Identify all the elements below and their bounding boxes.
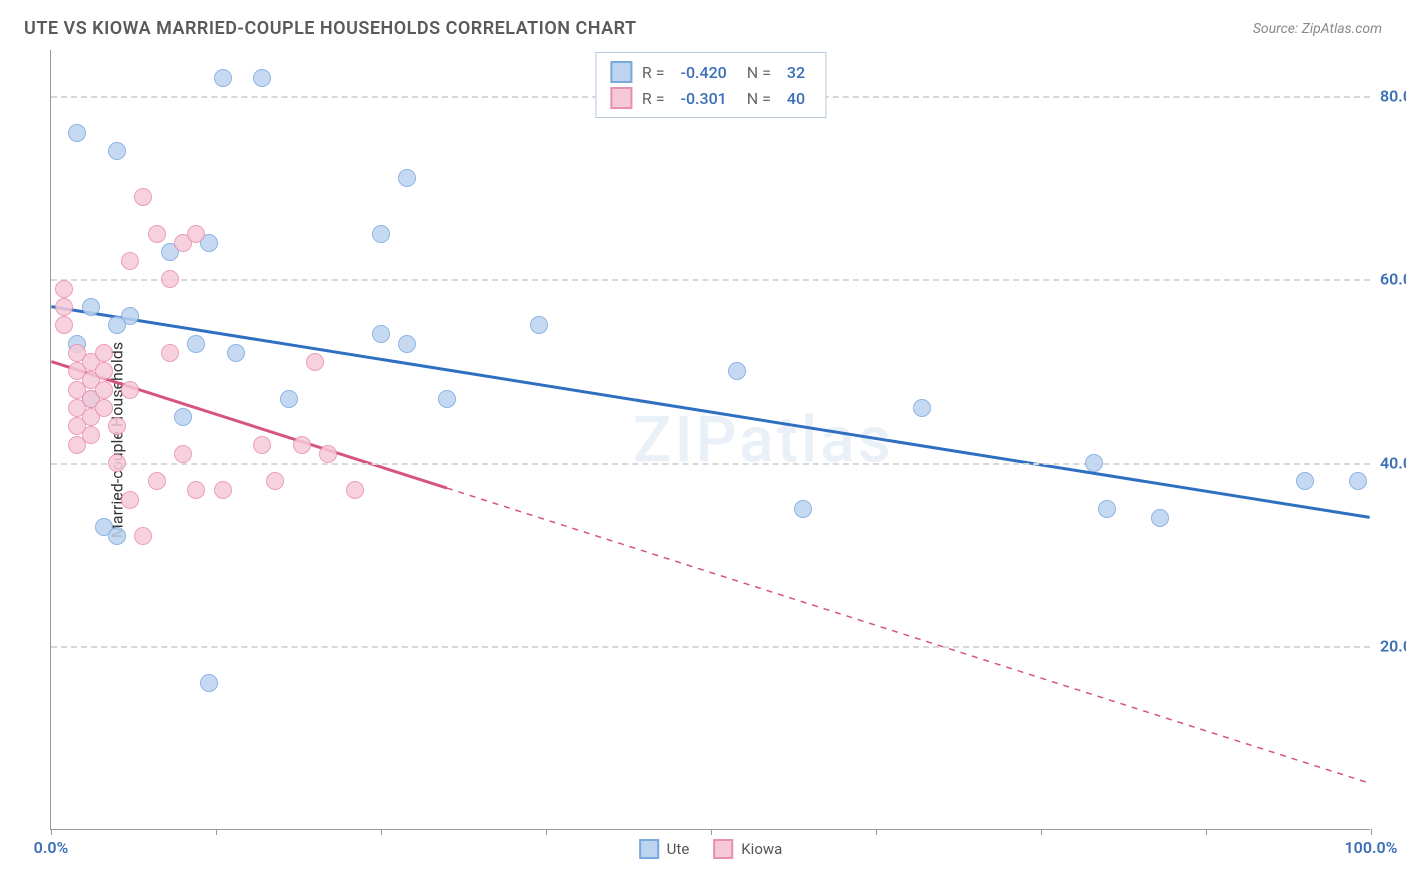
data-point [1098,500,1116,518]
header: UTE VS KIOWA MARRIED-COUPLE HOUSEHOLDS C… [0,0,1406,47]
data-point [187,225,205,243]
y-tick-label: 60.0% [1380,270,1406,289]
data-point [174,408,192,426]
data-point [134,188,152,206]
data-point [319,445,337,463]
x-tick-label: 100.0% [1345,838,1398,857]
data-point [108,142,126,160]
x-tick-mark [216,829,217,835]
data-point [174,445,192,463]
trend-lines [51,50,1370,829]
legend-n-value: 32 [781,63,811,82]
data-point [293,436,311,454]
x-tick-mark [1041,829,1042,835]
data-point [346,481,364,499]
data-point [187,335,205,353]
legend-swatch [713,839,733,859]
data-point [55,298,73,316]
data-point [372,225,390,243]
legend-item: Ute [639,839,690,859]
legend-n-label: N = [743,89,771,108]
legend-swatch [610,61,632,83]
data-point [372,325,390,343]
data-point [1349,472,1367,490]
data-point [253,436,271,454]
x-tick-mark [546,829,547,835]
legend-r-value: -0.420 [675,63,733,82]
x-tick-mark [1206,829,1207,835]
data-point [108,454,126,472]
data-point [214,69,232,87]
data-point [398,169,416,187]
data-point [95,344,113,362]
data-point [55,280,73,298]
data-point [266,472,284,490]
data-point [121,381,139,399]
legend-row: R = -0.301 N = 40 [610,85,811,111]
series-legend: Ute Kiowa [639,839,783,859]
x-tick-mark [381,829,382,835]
data-point [530,316,548,334]
scatter-chart: Married-couple Households ZIPatlas 20.0%… [50,50,1370,830]
grid-line [51,646,1370,648]
correlation-legend: R = -0.420 N = 32 R = -0.301 N = 40 [595,52,826,118]
legend-r-label: R = [642,63,665,82]
source-label: Source: ZipAtlas.com [1253,21,1382,37]
data-point [1151,509,1169,527]
legend-row: R = -0.420 N = 32 [610,59,811,85]
data-point [306,353,324,371]
data-point [134,527,152,545]
y-tick-label: 20.0% [1380,637,1406,656]
legend-swatch [610,87,632,109]
data-point [108,417,126,435]
data-point [95,381,113,399]
legend-r-value: -0.301 [675,89,733,108]
data-point [794,500,812,518]
legend-r-label: R = [642,89,665,108]
x-tick-mark [876,829,877,835]
data-point [398,335,416,353]
data-point [1296,472,1314,490]
data-point [214,481,232,499]
legend-label: Kiowa [741,840,782,858]
legend-n-label: N = [743,63,771,82]
grid-line [51,279,1370,281]
legend-item: Kiowa [713,839,782,859]
data-point [1085,454,1103,472]
data-point [68,436,86,454]
data-point [108,527,126,545]
data-point [108,316,126,334]
y-tick-label: 40.0% [1380,453,1406,472]
data-point [913,399,931,417]
legend-n-value: 40 [781,89,811,108]
data-point [95,362,113,380]
data-point [82,298,100,316]
data-point [728,362,746,380]
data-point [148,225,166,243]
x-tick-mark [1371,829,1372,835]
x-tick-mark [711,829,712,835]
data-point [161,344,179,362]
data-point [95,399,113,417]
legend-label: Ute [667,840,690,858]
data-point [253,69,271,87]
data-point [280,390,298,408]
chart-title: UTE VS KIOWA MARRIED-COUPLE HOUSEHOLDS C… [24,18,637,39]
data-point [68,124,86,142]
legend-swatch [639,839,659,859]
data-point [438,390,456,408]
data-point [227,344,245,362]
data-point [121,491,139,509]
x-tick-label: 0.0% [34,838,69,857]
data-point [161,270,179,288]
data-point [148,472,166,490]
data-point [121,252,139,270]
y-tick-label: 80.0% [1380,86,1406,105]
watermark: ZIPatlas [633,402,894,477]
data-point [187,481,205,499]
x-tick-mark [51,829,52,835]
data-point [55,316,73,334]
data-point [200,674,218,692]
grid-line [51,463,1370,465]
